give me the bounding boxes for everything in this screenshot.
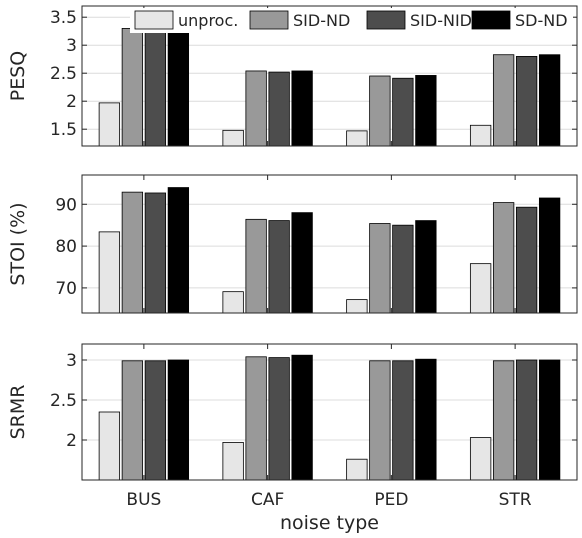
- bar-unproc-caf: [222, 291, 244, 314]
- bar-sid-nid-ped: [392, 77, 414, 147]
- bar-sd-nd-bus: [167, 359, 190, 481]
- bar-sd-nd-str: [538, 54, 561, 147]
- bar-sid-nid-str: [515, 206, 538, 314]
- y-tick-label: 3.5: [50, 8, 77, 28]
- bar-sid-nid-ped: [392, 360, 414, 481]
- bar-unproc-ped: [346, 299, 368, 314]
- legend-swatch: [471, 10, 511, 30]
- x-tick-label-str: STR: [499, 490, 532, 510]
- x-tick-label-ped: PED: [374, 490, 408, 510]
- bar-sd-nd-caf: [291, 212, 313, 314]
- panel-frame: [81, 174, 578, 314]
- bar-sd-nd-str: [538, 359, 561, 481]
- bar-sid-nid-bus: [144, 192, 167, 314]
- legend: unproc. SID-ND SID-NID SD-ND: [130, 8, 573, 33]
- bar-sid-nid-caf: [268, 71, 290, 147]
- panel-frame: [81, 5, 578, 147]
- y-tick-label: 80: [55, 237, 77, 257]
- bar-sid-nid-caf: [268, 220, 290, 314]
- y-tick-label: 90: [55, 195, 77, 215]
- bar-sid-nid-str: [515, 359, 538, 481]
- bar-sid-nd-ped: [369, 360, 391, 481]
- bar-unproc-str: [469, 124, 492, 147]
- bar-sd-nd-ped: [415, 75, 437, 147]
- bar-sid-nd-str: [492, 202, 515, 314]
- bar-sd-nd-caf: [291, 70, 313, 147]
- bar-unproc-bus: [98, 102, 121, 147]
- legend-label: unproc.: [178, 11, 238, 30]
- bar-sd-nd-bus: [167, 187, 190, 314]
- bar-unproc-caf: [222, 441, 244, 481]
- y-axis-label: SRMR: [7, 385, 29, 440]
- bar-sid-nd-bus: [121, 27, 144, 147]
- bar-sid-nd-ped: [369, 75, 391, 147]
- bar-sid-nd-str: [492, 360, 515, 481]
- y-tick-label: 70: [55, 279, 77, 299]
- bar-sid-nd-ped: [369, 223, 391, 314]
- x-axis-label: noise type: [280, 512, 379, 533]
- y-tick-label: 2.5: [50, 64, 77, 84]
- bar-sid-nd-bus: [121, 360, 144, 481]
- legend-swatch: [249, 10, 289, 30]
- bar-sid-nd-caf: [245, 218, 267, 314]
- y-tick-label: 2: [66, 431, 77, 451]
- y-tick-label: 3: [66, 351, 77, 371]
- bar-unproc-str: [469, 437, 492, 481]
- bar-sid-nd-caf: [245, 356, 267, 481]
- x-tick-label-caf: CAF: [251, 490, 284, 510]
- panel-2: 70 80 90 STOI (%): [7, 174, 578, 314]
- bar-sid-nid-str: [515, 56, 538, 147]
- legend-swatch: [366, 10, 406, 30]
- bar-sid-nd-str: [492, 54, 515, 147]
- bar-sid-nid-caf: [268, 357, 290, 481]
- bar-unproc-ped: [346, 130, 368, 147]
- legend-label: SID-ND: [293, 11, 350, 30]
- bar-unproc-bus: [98, 411, 121, 481]
- legend-swatch: [134, 10, 174, 30]
- bar-sd-nd-str: [538, 197, 561, 314]
- y-axis-label: STOI (%): [7, 202, 29, 285]
- bar-unproc-ped: [346, 458, 368, 481]
- bar-sid-nid-bus: [144, 28, 167, 147]
- y-tick-label: 2.5: [50, 391, 77, 411]
- bar-sd-nd-caf: [291, 354, 313, 481]
- legend-label: SD-ND: [515, 11, 568, 30]
- bar-sd-nd-ped: [415, 358, 437, 481]
- y-tick-label: 1.5: [50, 120, 77, 140]
- y-tick-label: 3: [66, 36, 77, 56]
- panel-3: 2 2.5 3 SRMR: [7, 343, 578, 481]
- bar-sd-nd-ped: [415, 220, 437, 314]
- legend-label: SID-NID: [410, 11, 472, 30]
- bar-sid-nd-bus: [121, 191, 144, 314]
- bar-unproc-str: [469, 263, 492, 314]
- bar-sd-nd-bus: [167, 27, 190, 147]
- y-tick-label: 2: [66, 92, 77, 112]
- bar-unproc-caf: [222, 129, 244, 147]
- bar-unproc-bus: [98, 231, 121, 314]
- bar-sid-nid-ped: [392, 224, 414, 314]
- bar-sid-nid-bus: [144, 360, 167, 481]
- bar-sid-nd-caf: [245, 70, 267, 147]
- y-axis-label: PESQ: [7, 51, 29, 101]
- panel-frame: [81, 343, 578, 481]
- x-tick-label-bus: BUS: [126, 490, 161, 510]
